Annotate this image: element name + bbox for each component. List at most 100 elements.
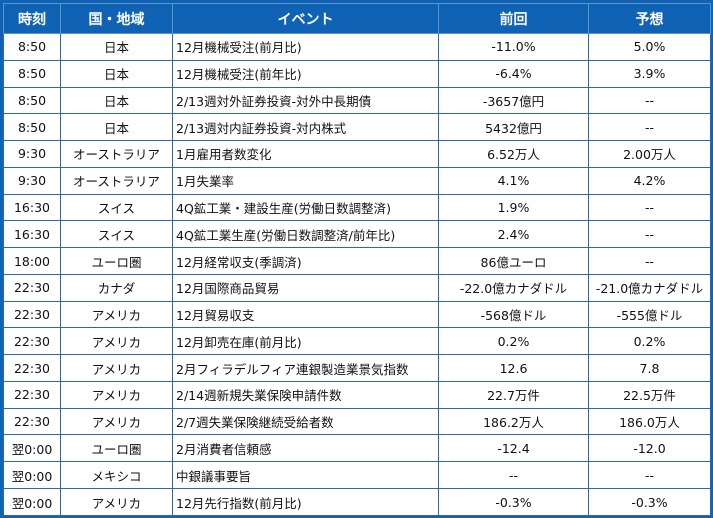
cell-time: 16:30 xyxy=(3,220,61,249)
economic-calendar-table: 時刻 国・地域 イベント 前回 予想 8:50 日本 12月機械受注(前月比) -11… xyxy=(3,3,711,516)
cell-event: 12月機械受注(前年比) xyxy=(172,59,439,88)
cell-region: アメリカ xyxy=(60,380,173,409)
cell-event: 中銀議事要旨 xyxy=(172,461,439,490)
table-row: 9:30 オーストラリア 1月失業率 4.1% 4.2% xyxy=(3,166,711,195)
cell-time: 8:50 xyxy=(3,33,61,61)
cell-region: 日本 xyxy=(60,59,173,88)
cell-region: 日本 xyxy=(60,33,173,61)
cell-region: スイス xyxy=(60,193,173,222)
cell-previous: 22.7万件 xyxy=(438,380,589,409)
table-row: 18:00 ユーロ圏 12月経常収支(季調済) 86億ユーロ -- xyxy=(3,247,711,275)
cell-region: アメリカ xyxy=(60,407,173,436)
cell-forecast: -21.0億カナダドル xyxy=(588,273,711,302)
header-forecast: 予想 xyxy=(588,3,711,34)
cell-forecast: -0.3% xyxy=(588,488,711,516)
table-row: 16:30 スイス 4Q鉱工業生産(労働日数調整済/前年比) 2.4% -- xyxy=(3,220,711,249)
table-body: 8:50 日本 12月機械受注(前月比) -11.0% 5.0% 8:50 日本 12月機械受… xyxy=(3,33,711,516)
header-time: 時刻 xyxy=(3,3,61,34)
cell-previous: -0.3% xyxy=(438,488,589,516)
cell-forecast: -- xyxy=(588,461,711,490)
cell-forecast: -- xyxy=(588,247,711,275)
cell-time: 22:30 xyxy=(3,300,61,329)
cell-forecast: 22.5万件 xyxy=(588,380,711,409)
cell-time: 22:30 xyxy=(3,273,61,302)
cell-previous: 86億ユーロ xyxy=(438,247,589,275)
header-previous: 前回 xyxy=(438,3,589,34)
table-row: 22:30 アメリカ 12月貿易収支 -568億ドル -555億ドル xyxy=(3,300,711,329)
cell-event: 12月先行指数(前月比) xyxy=(172,488,439,516)
header-row: 時刻 国・地域 イベント 前回 予想 xyxy=(3,3,711,34)
cell-region: アメリカ xyxy=(60,354,173,382)
cell-previous: -3657億円 xyxy=(438,86,589,115)
cell-forecast: -- xyxy=(588,193,711,222)
cell-previous: -22.0億カナダドル xyxy=(438,273,589,302)
cell-previous: 5432億円 xyxy=(438,113,589,142)
cell-region: メキシコ xyxy=(60,461,173,490)
cell-previous: 4.1% xyxy=(438,166,589,195)
cell-previous: 2.4% xyxy=(438,220,589,249)
cell-forecast: 3.9% xyxy=(588,59,711,88)
cell-time: 9:30 xyxy=(3,166,61,195)
cell-time: 8:50 xyxy=(3,59,61,88)
cell-event: 1月雇用者数変化 xyxy=(172,140,439,168)
table-row: 16:30 スイス 4Q鉱工業・建設生産(労働日数調整済) 1.9% -- xyxy=(3,193,711,222)
cell-event: 2/13週対外証券投資-対外中長期債 xyxy=(172,86,439,115)
cell-previous: -- xyxy=(438,461,589,490)
cell-event: 2/14週新規失業保険申請件数 xyxy=(172,380,439,409)
cell-region: オーストラリア xyxy=(60,166,173,195)
cell-forecast: -555億ドル xyxy=(588,300,711,329)
cell-time: 16:30 xyxy=(3,193,61,222)
cell-time: 8:50 xyxy=(3,86,61,115)
table-row: 8:50 日本 2/13週対内証券投資-対内株式 5432億円 -- xyxy=(3,113,711,142)
cell-previous: -11.0% xyxy=(438,33,589,61)
table-row: 22:30 アメリカ 2/14週新規失業保険申請件数 22.7万件 22.5万件 xyxy=(3,380,711,409)
cell-region: カナダ xyxy=(60,273,173,302)
cell-time: 22:30 xyxy=(3,380,61,409)
table-row: 22:30 アメリカ 12月卸売在庫(前月比) 0.2% 0.2% xyxy=(3,327,711,356)
cell-previous: 6.52万人 xyxy=(438,140,589,168)
cell-region: アメリカ xyxy=(60,300,173,329)
cell-forecast: -- xyxy=(588,113,711,142)
cell-previous: 0.2% xyxy=(438,327,589,356)
table-row: 翌0:00 アメリカ 12月先行指数(前月比) -0.3% -0.3% xyxy=(3,488,711,516)
table-row: 9:30 オーストラリア 1月雇用者数変化 6.52万人 2.00万人 xyxy=(3,140,711,168)
cell-time: 8:50 xyxy=(3,113,61,142)
table-row: 22:30 アメリカ 2/7週失業保険継続受給者数 186.2万人 186.0万人 xyxy=(3,407,711,436)
cell-region: 日本 xyxy=(60,113,173,142)
cell-forecast: 4.2% xyxy=(588,166,711,195)
cell-forecast: 0.2% xyxy=(588,327,711,356)
cell-previous: 1.9% xyxy=(438,193,589,222)
cell-event: 12月経常収支(季調済) xyxy=(172,247,439,275)
cell-previous: -12.4 xyxy=(438,434,589,463)
cell-previous: -568億ドル xyxy=(438,300,589,329)
cell-event: 2/7週失業保険継続受給者数 xyxy=(172,407,439,436)
cell-forecast: 2.00万人 xyxy=(588,140,711,168)
cell-event: 4Q鉱工業生産(労働日数調整済/前年比) xyxy=(172,220,439,249)
header-region: 国・地域 xyxy=(60,3,173,34)
table-row: 8:50 日本 12月機械受注(前年比) -6.4% 3.9% xyxy=(3,59,711,88)
table-row: 翌0:00 ユーロ圏 2月消費者信頼感 -12.4 -12.0 xyxy=(3,434,711,463)
cell-time: 22:30 xyxy=(3,354,61,382)
table-row: 22:30 カナダ 12月国際商品貿易 -22.0億カナダドル -21.0億カナダドル xyxy=(3,273,711,302)
cell-time: 翌0:00 xyxy=(3,434,61,463)
cell-forecast: 5.0% xyxy=(588,33,711,61)
cell-forecast: 7.8 xyxy=(588,354,711,382)
cell-region: アメリカ xyxy=(60,327,173,356)
header-event: イベント xyxy=(172,3,439,34)
cell-event: 12月機械受注(前月比) xyxy=(172,33,439,61)
cell-region: ユーロ圏 xyxy=(60,247,173,275)
table-row: 8:50 日本 2/13週対外証券投資-対外中長期債 -3657億円 -- xyxy=(3,86,711,115)
cell-region: スイス xyxy=(60,220,173,249)
cell-previous: 186.2万人 xyxy=(438,407,589,436)
cell-event: 12月卸売在庫(前月比) xyxy=(172,327,439,356)
cell-event: 1月失業率 xyxy=(172,166,439,195)
cell-previous: -6.4% xyxy=(438,59,589,88)
cell-time: 18:00 xyxy=(3,247,61,275)
cell-forecast: -12.0 xyxy=(588,434,711,463)
table-row: 22:30 アメリカ 2月フィラデルフィア連銀製造業景気指数 12.6 7.8 xyxy=(3,354,711,382)
cell-event: 2月消費者信頼感 xyxy=(172,434,439,463)
cell-time: 9:30 xyxy=(3,140,61,168)
cell-event: 12月貿易収支 xyxy=(172,300,439,329)
cell-region: オーストラリア xyxy=(60,140,173,168)
cell-previous: 12.6 xyxy=(438,354,589,382)
